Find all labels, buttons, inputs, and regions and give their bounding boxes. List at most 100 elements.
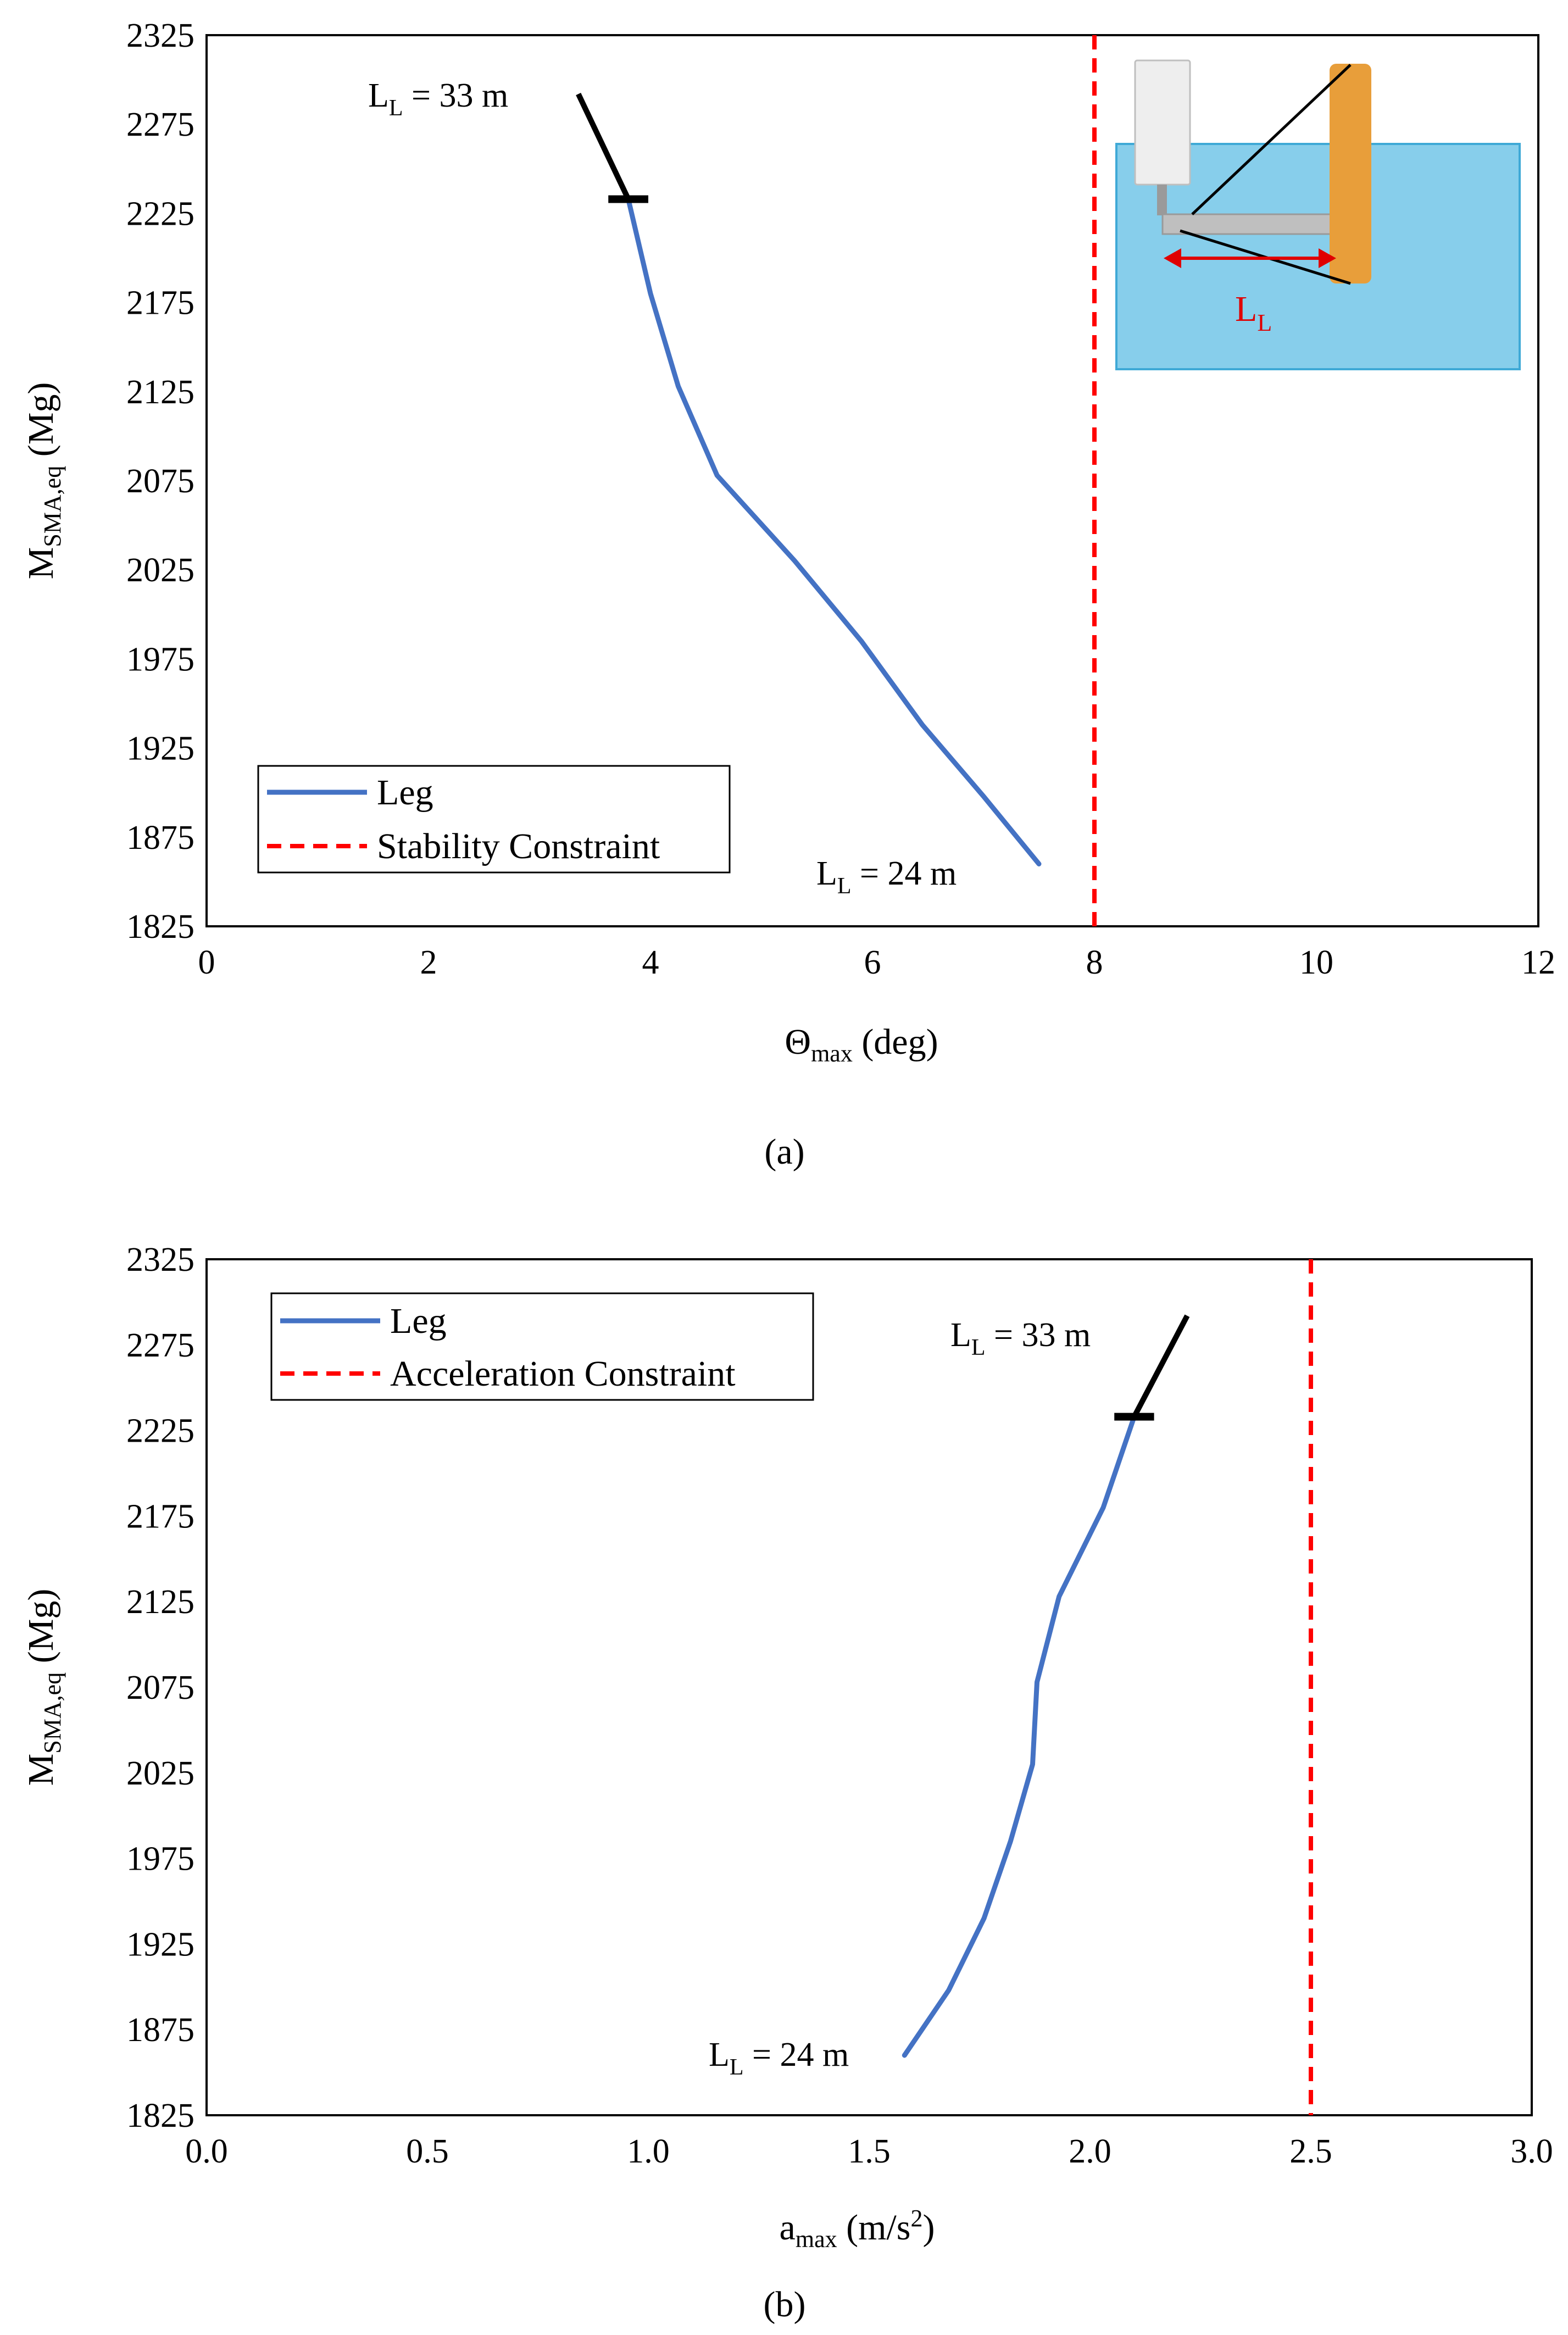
chart-b-legend: Leg Acceleration Constraint (270, 1292, 814, 1401)
chart-b-y-tick-label: 2125 (126, 1583, 194, 1621)
chart-a-inset-diagram: LL (1115, 59, 1521, 370)
chart-b-y-tick-label: 1875 (126, 2011, 194, 2049)
chart-b-y-tick-label: 2275 (126, 1327, 194, 1364)
chart-b-legend-box (270, 1292, 814, 1401)
chart-a-x-axis-title-sub: max (811, 1040, 853, 1067)
chart-b-y-tick-label: 1925 (126, 1926, 194, 1963)
chart-a-y-tick-label: 2175 (126, 285, 194, 322)
chart-a-x-tick-label: 4 (642, 944, 659, 981)
chart-a-y-tick-labels: 1825 1875 1925 1975 2025 2075 2125 2175 2225 2275… (126, 17, 194, 946)
chart-a-y-axis-title: MSMA,eq (Mg) (21, 382, 66, 580)
chart-b-y-axis-title: MSMA,eq (Mg) (21, 1589, 66, 1786)
chart-a-y-axis-title-sub: SMA,eq (39, 466, 66, 547)
chart-b-annotation-33m-sub: L (971, 1335, 986, 1360)
chart-b-y-tick-label: 2025 (126, 1755, 194, 1792)
chart-b-y-axis-title-sub: SMA,eq (39, 1672, 66, 1754)
chart-b-annotation-24m-sub: L (730, 2055, 744, 2080)
chart-a-x-tick-labels: 0 2 4 6 8 10 12 (198, 944, 1556, 981)
inset-length-label: LL (1235, 289, 1272, 336)
chart-b-caption: (b) (764, 2284, 806, 2325)
chart-a-y-tick-label: 1875 (126, 819, 194, 857)
inset-arrowhead-right (1319, 248, 1336, 268)
chart-a-annotation-33m-rest: = 33 m (403, 77, 509, 114)
inset-cable-upper (1191, 64, 1352, 215)
chart-a-y-tick-label: 1925 (126, 730, 194, 768)
chart-b-y-tick-label: 2225 (126, 1413, 194, 1450)
chart-b-y-tick-label: 1825 (126, 2097, 194, 2134)
chart-b-x-axis-title: amax (m/s2) (780, 2205, 935, 2253)
chart-b-legend-leg-label: Leg (390, 1301, 447, 1341)
inset-length-label-sub: L (1257, 309, 1272, 336)
chart-a-y-tick-label: 2275 (126, 106, 194, 143)
chart-a-y-tick-label: 1825 (126, 908, 194, 946)
inset-tower-head (1134, 59, 1191, 186)
chart-b-x-tick-label: 2.0 (1069, 2133, 1111, 2170)
chart-b-annotation-33m-rest: = 33 m (986, 1316, 1091, 1354)
chart-b-x-axis-title-sub: max (796, 2226, 837, 2253)
chart-a-x-tick-label: 8 (1086, 944, 1103, 981)
chart-a-marker-segment (576, 92, 631, 201)
chart-a: 0 2 4 6 8 10 12 1825 1875 1925 1975 2025 2075 2125 21… (21, 17, 1555, 1172)
chart-b-y-tick-label: 2075 (126, 1669, 194, 1706)
chart-b-plot-frame (205, 1258, 1533, 2116)
chart-b-y-tick-label: 2325 (126, 1241, 194, 1278)
chart-b-y-tick-label: 2175 (126, 1498, 194, 1535)
chart-a-x-tick-label: 10 (1299, 944, 1333, 981)
chart-a-annotation-33m-sub: L (389, 96, 403, 121)
chart-b-x-tick-labels: 0.0 0.5 1.0 1.5 2.0 2.5 3.0 (185, 2133, 1553, 2170)
chart-a-x-tick-label: 6 (864, 944, 881, 981)
inset-tower-mast (1157, 185, 1167, 215)
chart-a-x-tick-label: 0 (198, 944, 215, 981)
chart-a-annotation-33m: LL = 33 m (368, 77, 508, 121)
inset-arrowhead-left (1164, 248, 1181, 268)
chart-b-x-tick-label: 0.5 (406, 2133, 449, 2170)
chart-a-y-axis-title-rest: (Mg) (21, 382, 61, 466)
chart-b-x-tick-label: 2.5 (1289, 2133, 1332, 2170)
chart-b-x-axis-title-close: ) (922, 2208, 935, 2248)
chart-b-marker-segment (1131, 1314, 1190, 1418)
chart-a-caption: (a) (764, 1132, 804, 1172)
chart-b-series (902, 1414, 1137, 2058)
chart-a-y-tick-label: 2075 (126, 463, 194, 500)
chart-a-x-tick-label: 12 (1521, 944, 1555, 981)
chart-a-y-tick-label: 2025 (126, 552, 194, 589)
chart-b-y-tick-labels: 1825 1875 1925 1975 2025 2075 2125 2175 2225 2275… (126, 1241, 194, 2134)
chart-a-legend-leg-label: Leg (377, 772, 433, 813)
chart-b-marker (1114, 1314, 1190, 1421)
chart-a-annotation-24m-rest: = 24 m (852, 855, 957, 892)
chart-b-x-axis-title-sup: 2 (910, 2205, 922, 2232)
chart-b: 0.0 0.5 1.0 1.5 2.0 2.5 3.0 182518751925197520… (21, 1241, 1553, 2325)
chart-a-annotation-24m: LL = 24 m (816, 855, 957, 899)
chart-a-x-axis-title: Θmax (deg) (785, 1022, 938, 1067)
chart-a-annotation-24m-sub: L (837, 874, 852, 899)
chart-b-x-tick-label: 0.0 (185, 2133, 228, 2170)
chart-b-y-axis-title-rest: (Mg) (21, 1589, 61, 1672)
chart-a-series-leg-line (626, 196, 1042, 866)
chart-a-legend-constraint-label: Stability Constraint (377, 826, 660, 866)
inset-platform-arm (1161, 213, 1335, 235)
chart-b-legend-constraint-label: Acceleration Constraint (390, 1354, 736, 1394)
chart-a-legend: Leg Stability Constraint (257, 765, 731, 874)
chart-b-annotation-24m-rest: = 24 m (744, 2036, 849, 2073)
chart-b-x-tick-label: 3.0 (1510, 2133, 1553, 2170)
chart-b-x-axis-title-rest: (m/s (837, 2208, 911, 2248)
chart-b-series-leg-line (902, 1414, 1137, 2058)
chart-b-x-tick-label: 1.0 (627, 2133, 670, 2170)
chart-a-x-axis-title-rest: (deg) (853, 1022, 938, 1062)
chart-b-x-tick-label: 1.5 (848, 2133, 891, 2170)
chart-a-plot-frame (205, 34, 1539, 927)
chart-b-y-tick-label: 1975 (126, 1841, 194, 1878)
chart-a-y-tick-label: 2225 (126, 195, 194, 232)
chart-a-legend-box (257, 765, 731, 874)
chart-a-marker (576, 92, 648, 203)
chart-a-y-tick-label: 2125 (126, 374, 194, 411)
chart-b-annotation-24m: LL = 24 m (709, 2036, 849, 2080)
chart-b-annotation-33m: LL = 33 m (950, 1316, 1091, 1360)
chart-a-series (626, 196, 1042, 866)
chart-a-x-tick-label: 2 (420, 944, 437, 981)
chart-a-y-tick-label: 1975 (126, 641, 194, 678)
inset-leg-pillar (1330, 64, 1371, 283)
chart-a-y-tick-label: 2325 (126, 17, 194, 54)
